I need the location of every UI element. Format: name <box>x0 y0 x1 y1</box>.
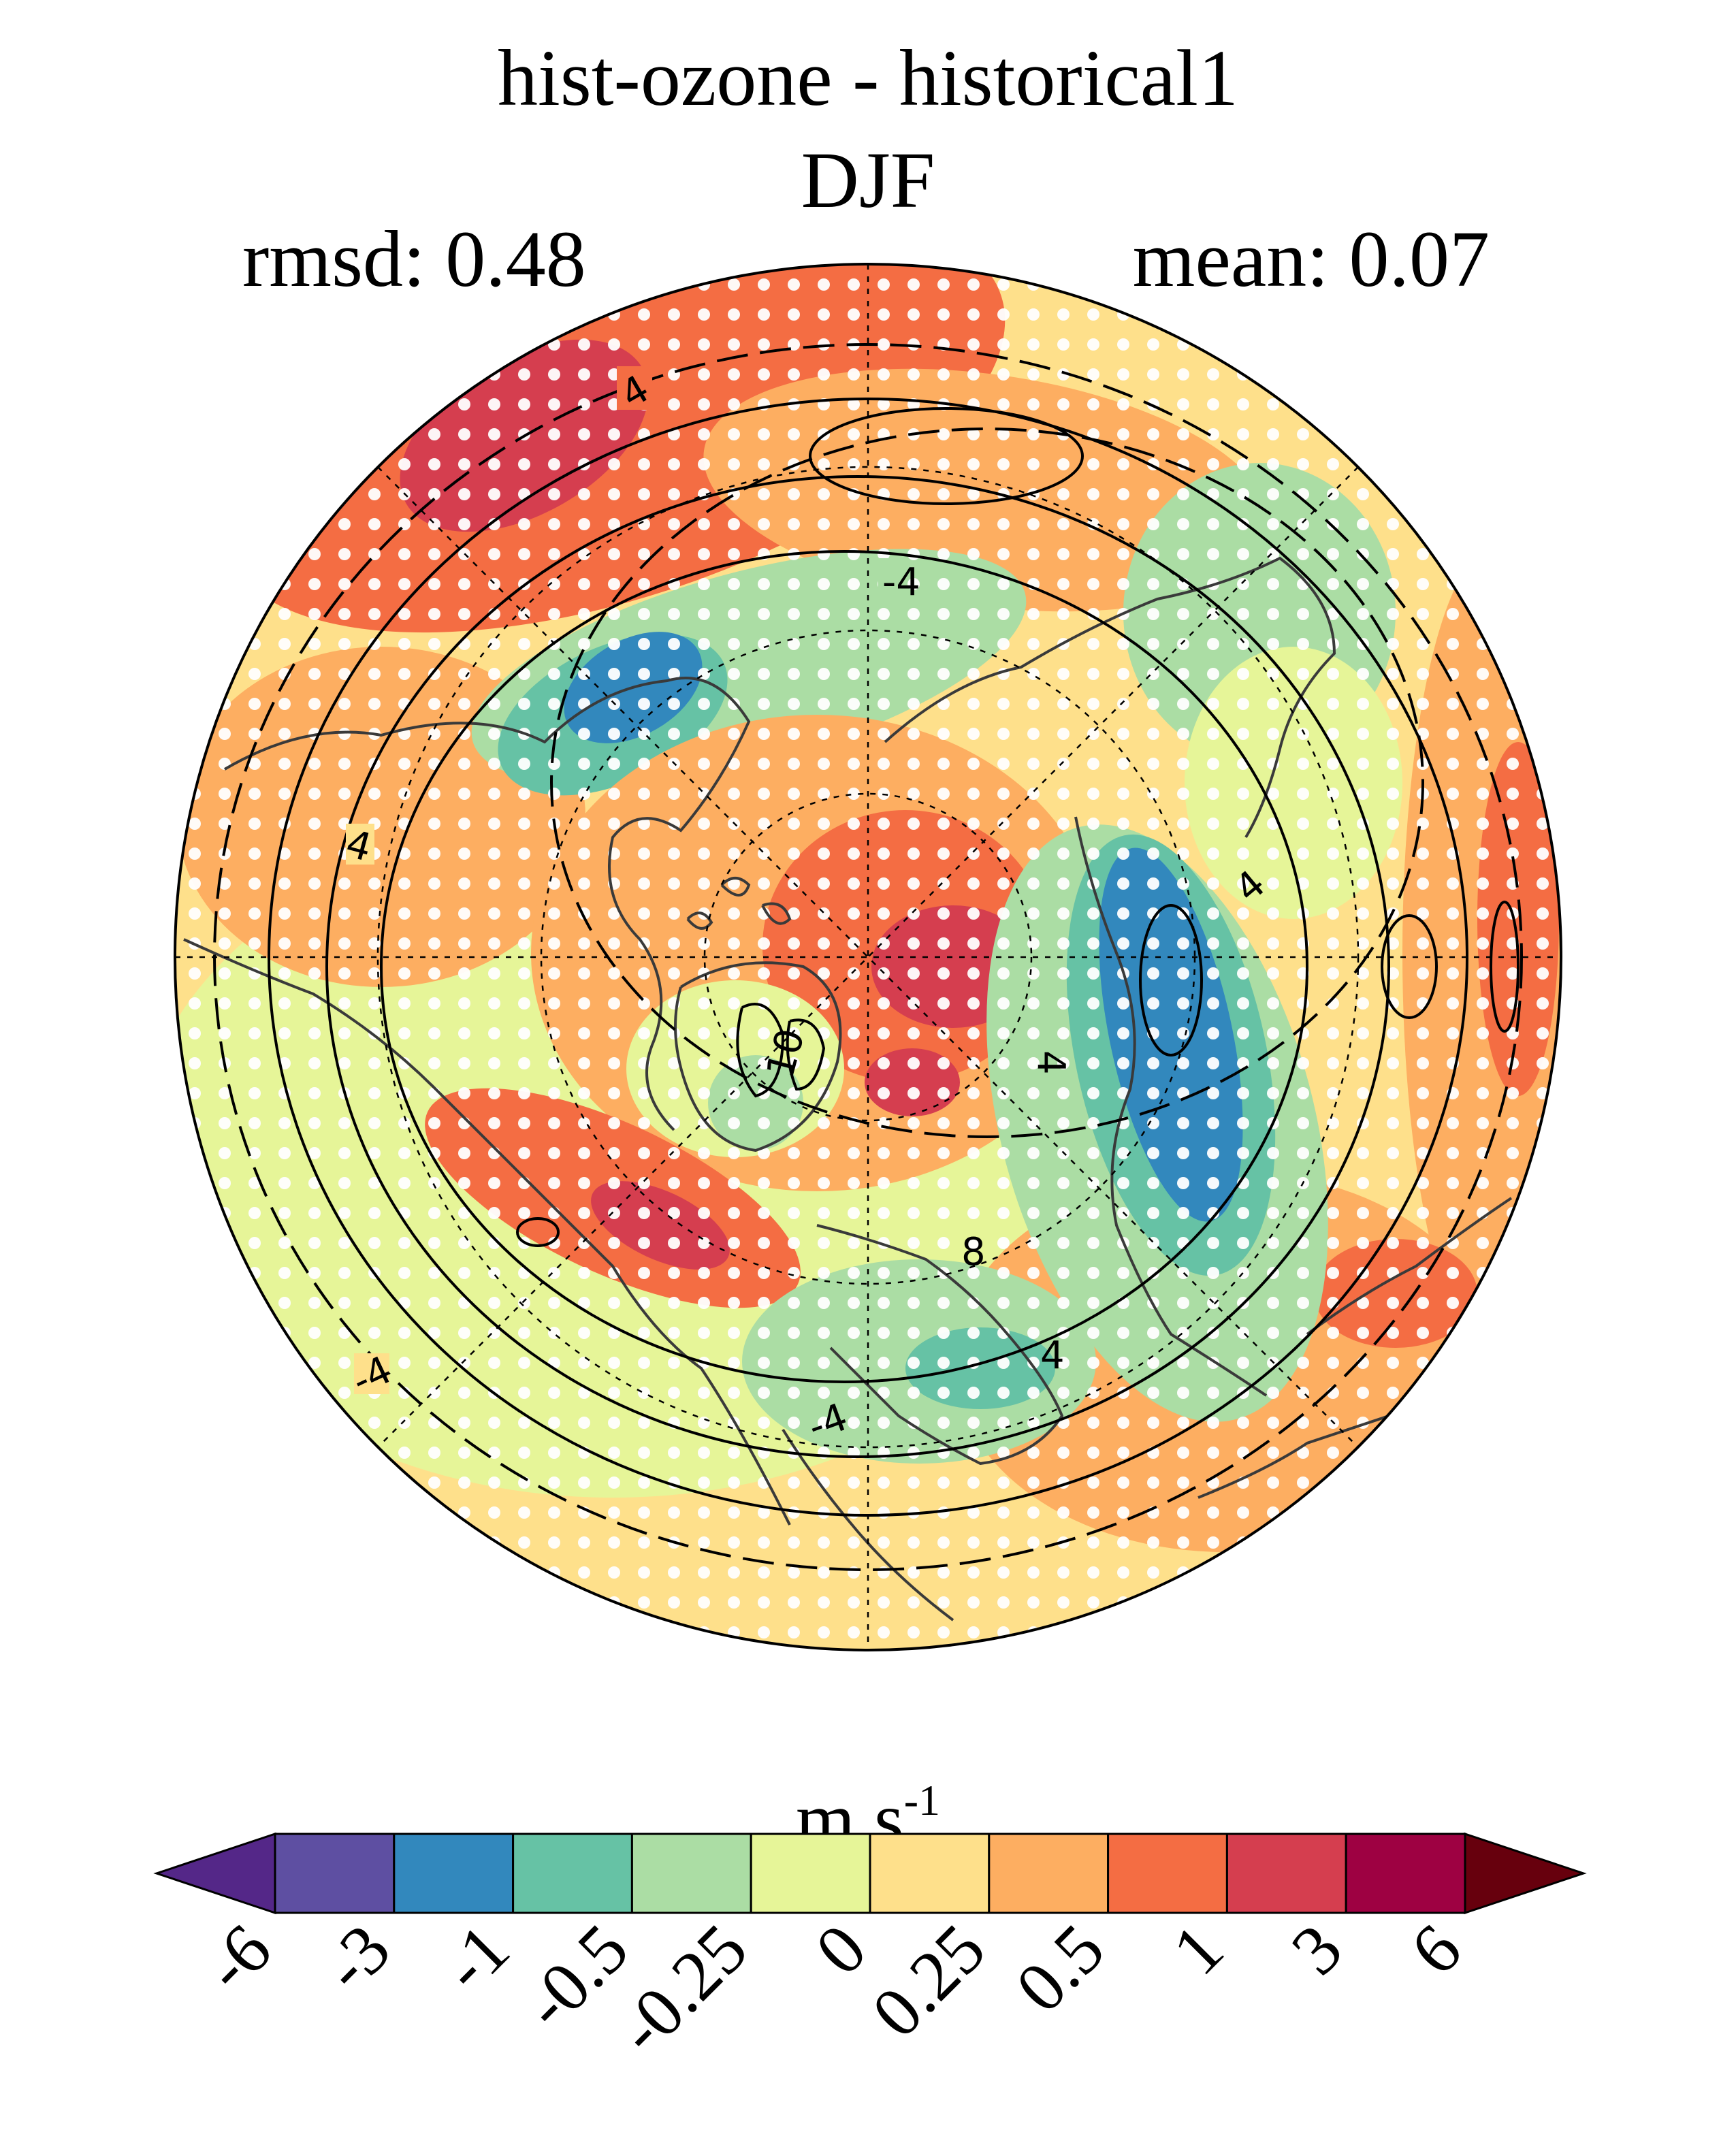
mean-label: mean: 0.07 <box>1132 214 1490 304</box>
coast-pacific-americas <box>183 938 791 1526</box>
coast-north-america <box>223 677 751 1131</box>
colorbar-under-triangle <box>153 1832 276 1915</box>
colorbar-swatch <box>1225 1833 1347 1914</box>
colorbar-tick-label: 1 <box>1158 1909 1238 1990</box>
colorbar-swatch <box>1107 1833 1228 1914</box>
map-border <box>174 263 1562 1651</box>
colorbar-tick-label: -0.25 <box>602 1909 762 2069</box>
contour-north-closed <box>809 407 1084 505</box>
colorbar-tick-label: 0.5 <box>1001 1909 1119 2027</box>
coast-asia-east <box>1074 816 1268 1397</box>
chart-title-line1: hist-ozone - historical1 <box>498 33 1238 123</box>
contour-label: 4 <box>1040 1334 1065 1378</box>
colorbar-tick-label: -6 <box>189 1909 287 2007</box>
latitude-circle-1 <box>703 792 1033 1122</box>
colorbar-tick-label: -1 <box>427 1909 524 2007</box>
colorbar-swatch <box>750 1833 871 1914</box>
contour-jet-inner <box>380 550 1308 1383</box>
chart-title-line2: DJF <box>801 135 935 225</box>
colorbar-boxes <box>153 1832 1587 1915</box>
coast-east-rim-2 <box>1197 1415 1389 1499</box>
meridian-diag-1 <box>377 466 1359 1448</box>
units-exponent: -1 <box>903 1776 940 1824</box>
colorbar-swatch <box>869 1833 991 1914</box>
colorbar-swatch <box>393 1833 515 1914</box>
colorbar-tick-label: 3 <box>1276 1909 1357 1990</box>
coast-greenland <box>674 961 842 1152</box>
colorbar-over-triangle <box>1464 1832 1587 1915</box>
colorbar-tick-label: 0 <box>801 1909 881 1990</box>
coastlines <box>183 556 1513 1621</box>
contour-label: -4 <box>882 560 920 604</box>
latitude-circle-3 <box>376 466 1360 1449</box>
contour-label: 4 <box>1029 1050 1073 1075</box>
contour-far-east-closed <box>1381 914 1438 1019</box>
coast-europe <box>816 1224 1064 1466</box>
coast-islands-arctic <box>686 877 792 930</box>
map-field <box>175 264 1561 1650</box>
meridian-diag-2 <box>377 466 1359 1448</box>
contour-far-east-closed-2 <box>1490 901 1520 1033</box>
polar-map: 4 -4 4 4 -4 4 4 -4 8 10 <box>174 263 1562 1651</box>
colorbar-swatch <box>630 1833 752 1914</box>
rmsd-label: rmsd: 0.48 <box>242 214 586 304</box>
contour-small-west <box>516 1217 560 1247</box>
colorbar-swatch <box>988 1833 1110 1914</box>
colorbar-tick-label: -3 <box>308 1909 405 2007</box>
colorbar-tick-label: 0.25 <box>857 1909 1000 2052</box>
contour-jet-mid <box>325 475 1390 1458</box>
colorbar-tick-labels: -6 -3 -1-0.5-0.25 00.25 0.5 1 3 6 <box>189 1909 1477 2069</box>
colorbar-swatch <box>274 1833 396 1914</box>
contour-greenland-loop <box>736 1003 785 1098</box>
contour-label: 8 <box>961 1230 986 1274</box>
colorbar-swatch <box>1345 1833 1466 1914</box>
contour-greenland-loop-2 <box>786 1018 826 1091</box>
contour-neg-ne <box>550 427 1424 1138</box>
colorbar-tick-label: 6 <box>1396 1909 1476 1990</box>
coast-africa <box>782 1428 954 1621</box>
coast-eurasia-north <box>884 556 1336 839</box>
colorbar-swatch <box>512 1833 633 1914</box>
contour-labels: 4 -4 4 4 -4 4 4 -4 8 10 <box>341 366 1274 1449</box>
coast-east-rim <box>1306 1197 1513 1336</box>
contour-east-closed <box>1139 904 1203 1056</box>
graticule <box>175 264 1561 1650</box>
